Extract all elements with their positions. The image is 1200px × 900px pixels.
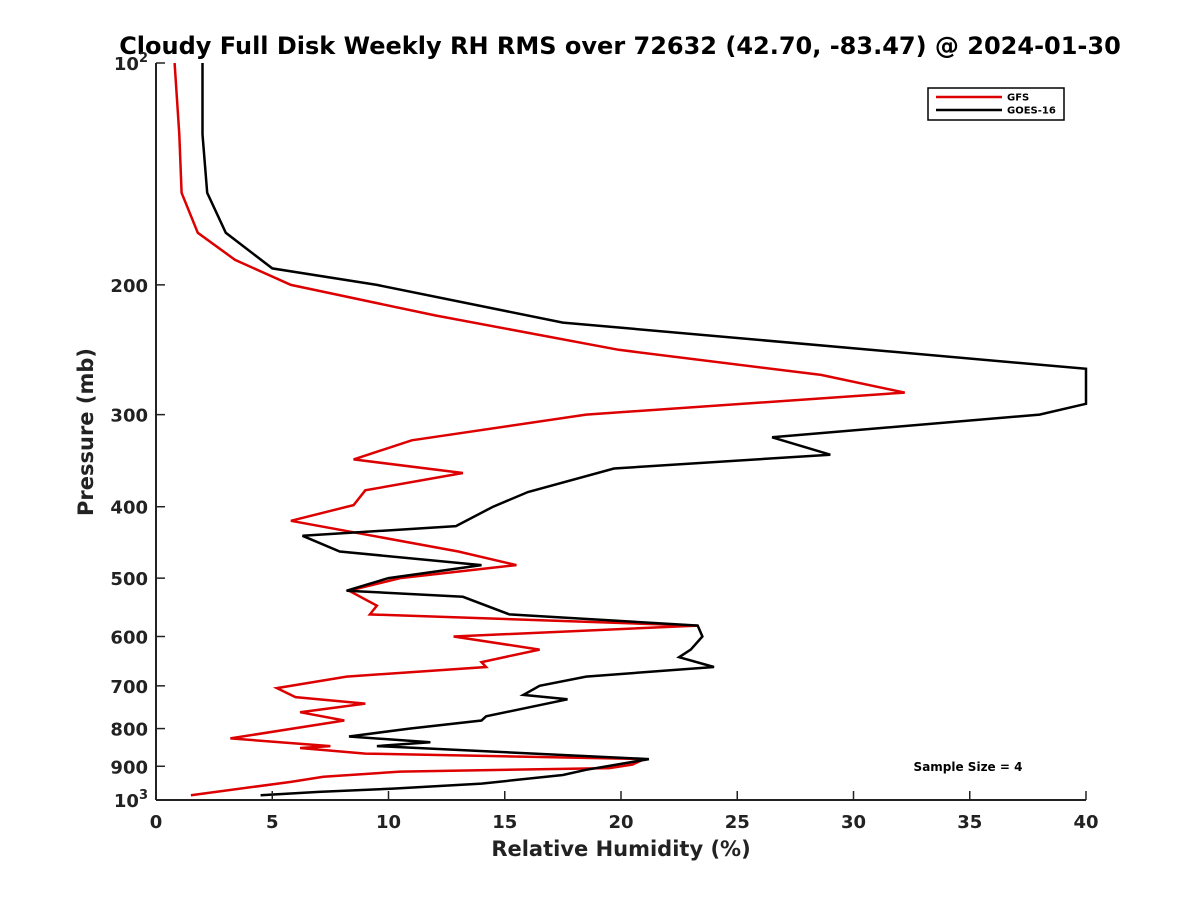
- legend-label-goes16: GOES-16: [1007, 106, 1056, 117]
- legend-box: [927, 87, 1065, 121]
- x-tick-label: 40: [1073, 812, 1098, 833]
- x-tick-label: 10: [376, 812, 401, 833]
- chart-title: Cloudy Full Disk Weekly RH RMS over 7263…: [119, 32, 1121, 60]
- x-tick-label: 15: [492, 812, 517, 833]
- y-tick-label: 102: [114, 51, 148, 75]
- x-tick-label: 5: [266, 812, 279, 833]
- legend: GFS GOES-16: [927, 87, 1065, 121]
- plot-area: [156, 63, 1086, 800]
- y-tick-label: 700: [110, 677, 148, 698]
- x-tick-label: 0: [150, 812, 163, 833]
- y-tick-label: 400: [110, 498, 148, 519]
- series-layer: [173, 62, 1088, 797]
- y-tick-label: 900: [110, 757, 148, 778]
- y-tick-label: 600: [110, 627, 148, 648]
- x-tick-label: 25: [725, 812, 750, 833]
- series-line-gfs: [173, 62, 905, 797]
- y-tick-label: 200: [110, 276, 148, 297]
- x-tick-label: 35: [957, 812, 982, 833]
- y-tick-label: 300: [110, 406, 148, 427]
- x-tick-label: 30: [841, 812, 866, 833]
- x-axis-label: Relative Humidity (%): [491, 837, 750, 861]
- x-ticks: 0 5 10 15 20 25 30 35 40: [150, 791, 1099, 833]
- y-tick-label: 500: [110, 569, 148, 590]
- y-ticks: 102 200 300 400 500 600 700 800 900 103: [110, 51, 165, 812]
- x-tick-label: 20: [608, 812, 633, 833]
- legend-label-gfs: GFS: [1007, 93, 1029, 104]
- series-line-goes-16: [201, 63, 1088, 797]
- y-tick-label: 103: [114, 788, 148, 812]
- y-tick-label: 800: [110, 720, 148, 741]
- y-axis-label: Pressure (mb): [74, 348, 98, 516]
- sample-size-annotation: Sample Size = 4: [914, 760, 1023, 774]
